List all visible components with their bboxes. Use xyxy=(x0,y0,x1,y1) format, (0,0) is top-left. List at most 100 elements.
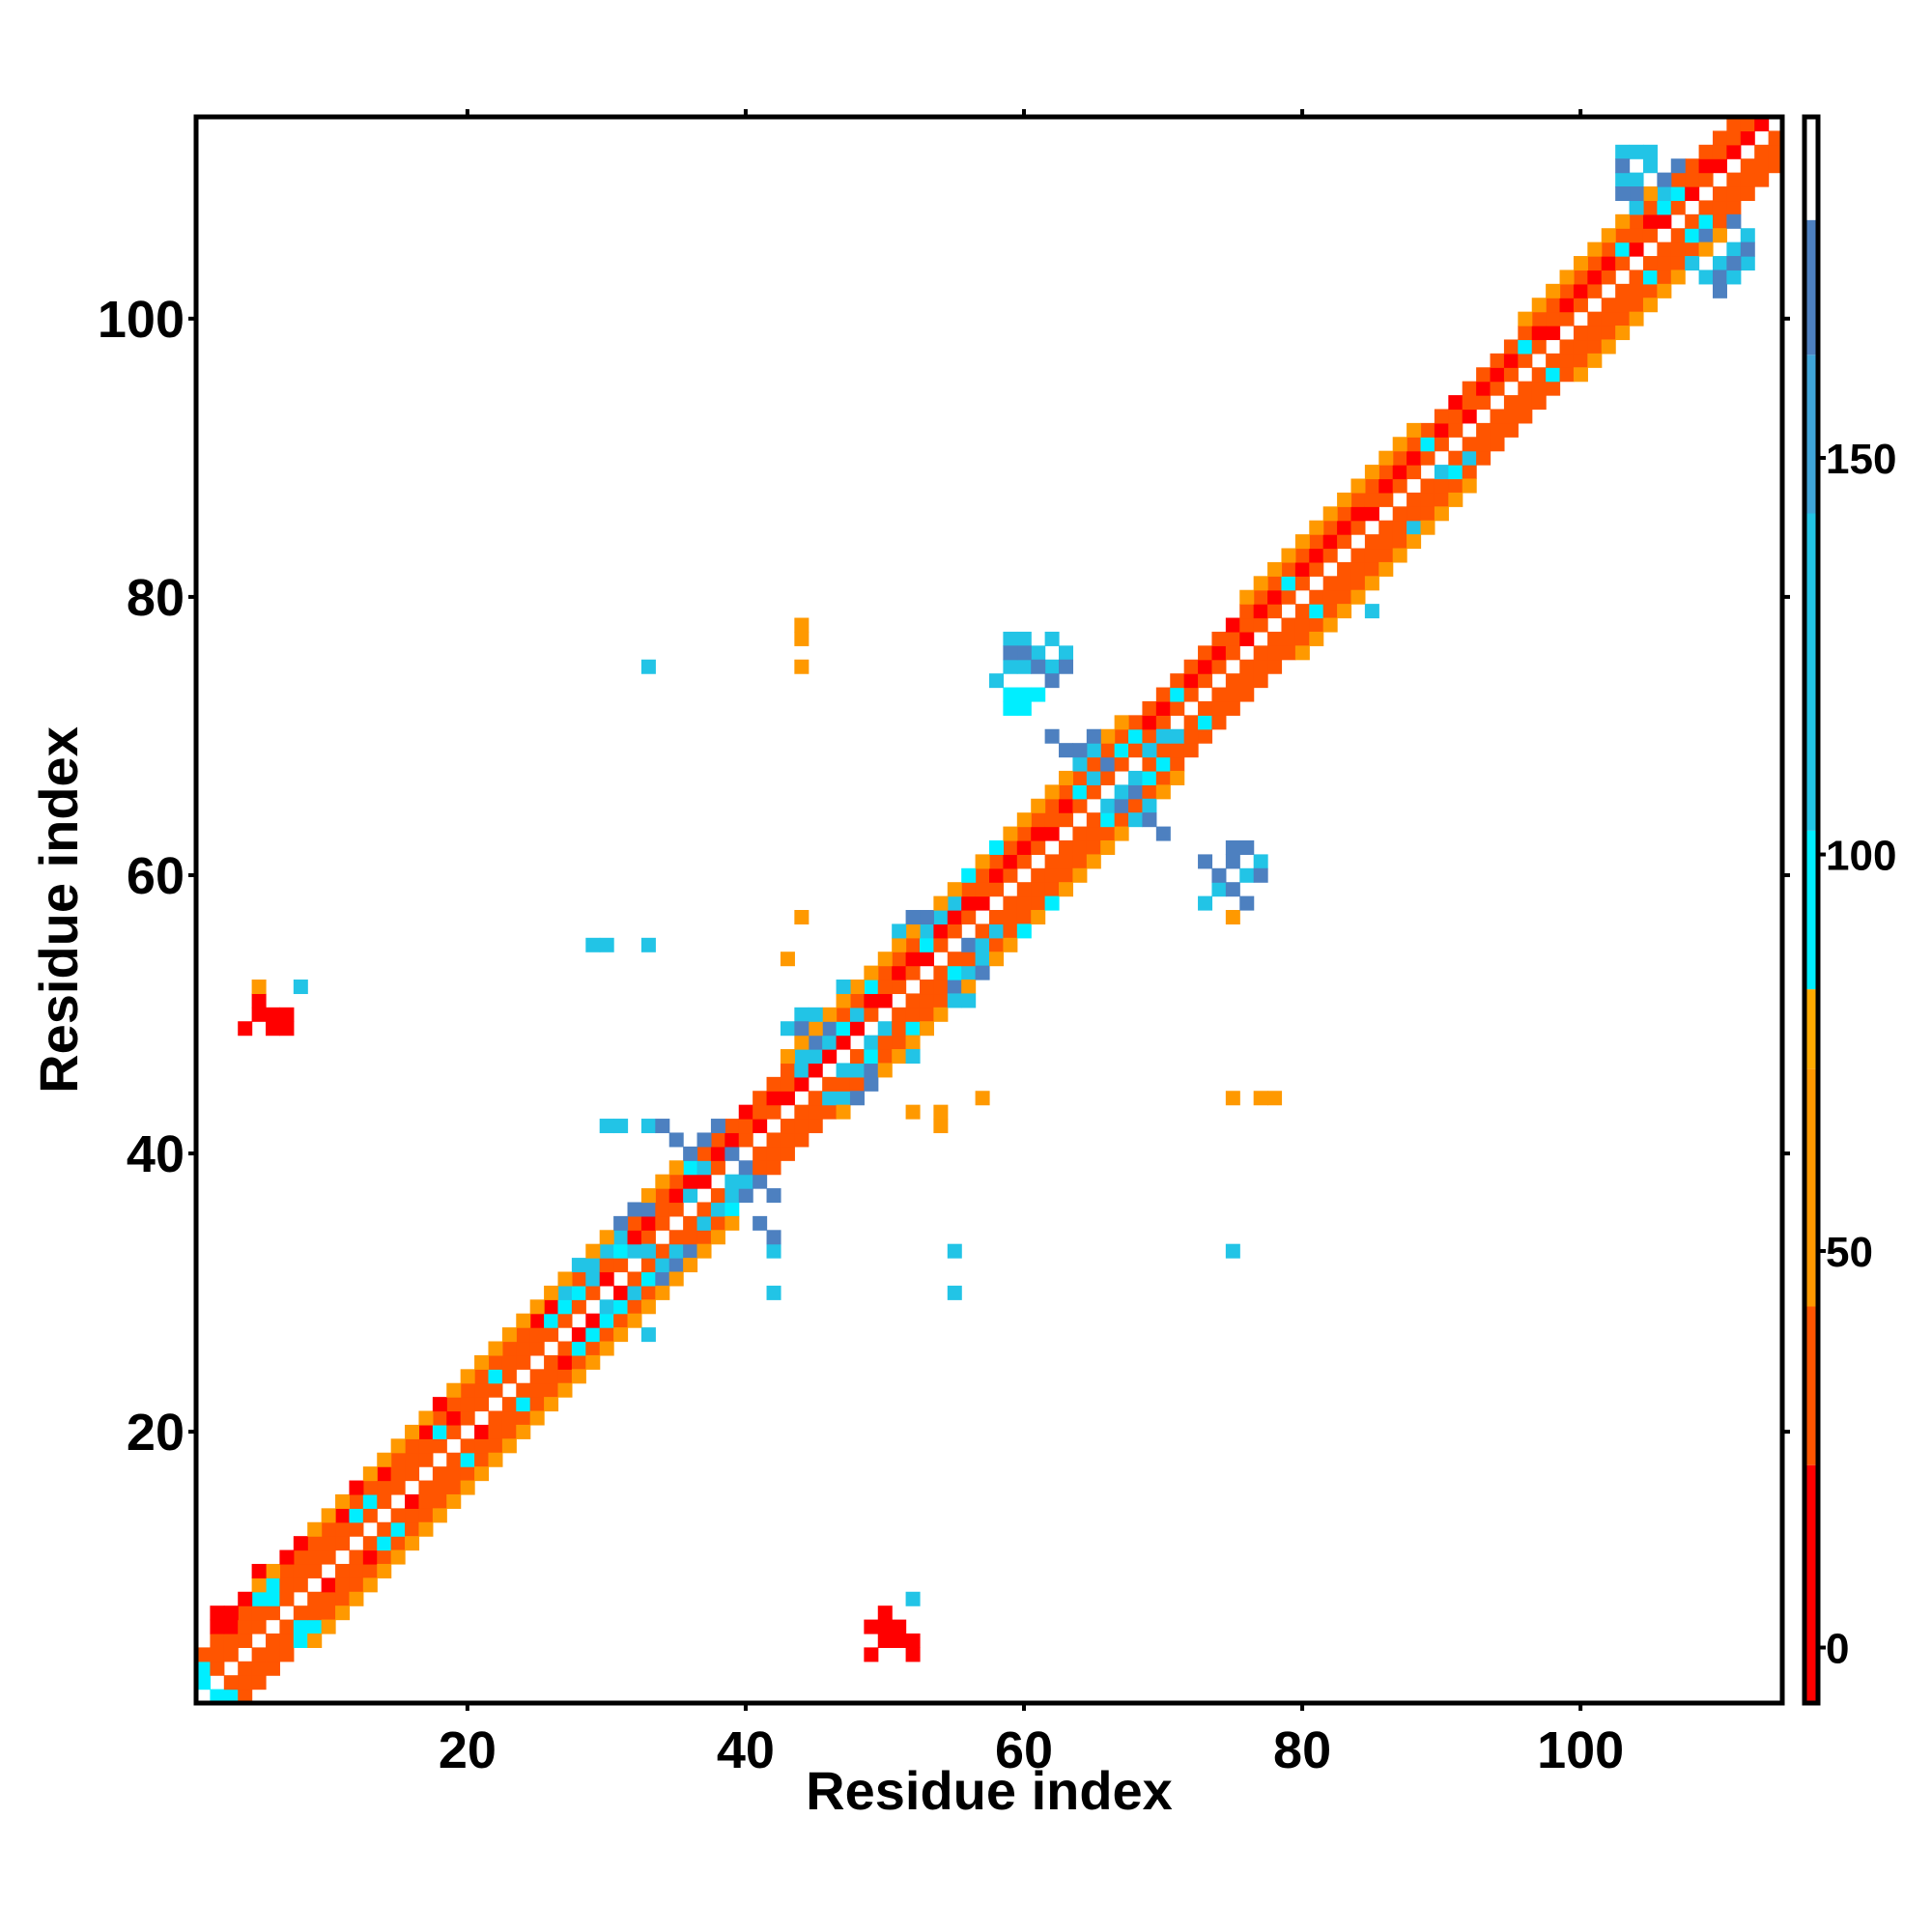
heatmap-cell xyxy=(1434,492,1449,507)
heatmap-cell xyxy=(1364,492,1379,507)
heatmap-cell xyxy=(279,1549,295,1565)
x-tick-label: 20 xyxy=(439,1721,497,1779)
heatmap-cell xyxy=(1420,492,1435,507)
heatmap-cell xyxy=(1740,242,1755,257)
heatmap-cell xyxy=(1267,631,1283,646)
heatmap-cell xyxy=(1016,687,1032,702)
heatmap-cell xyxy=(529,1369,545,1384)
heatmap-cell xyxy=(1086,770,1101,785)
heatmap-cell xyxy=(266,1591,281,1606)
heatmap-cell xyxy=(251,1675,267,1690)
colorbar-ticks: 0 50 100 150 xyxy=(1818,436,1896,1673)
colorbar-band xyxy=(1804,830,1818,990)
heatmap-cell xyxy=(571,1299,586,1315)
heatmap-cell xyxy=(822,1035,838,1050)
heatmap-cell xyxy=(1754,172,1770,187)
heatmap-cell xyxy=(488,1424,503,1439)
heatmap-cell xyxy=(1364,465,1379,480)
heatmap-cell xyxy=(1490,437,1505,452)
heatmap-cell xyxy=(390,1521,406,1537)
heatmap-cell xyxy=(1059,867,1074,883)
heatmap-cell xyxy=(1239,839,1255,855)
heatmap-cell xyxy=(1559,311,1575,327)
heatmap-cell xyxy=(1406,450,1422,466)
heatmap-cell xyxy=(961,867,977,883)
heatmap-cell xyxy=(599,937,614,952)
heatmap-cell xyxy=(251,1647,267,1662)
heatmap-cell xyxy=(933,993,949,1009)
heatmap-cell xyxy=(390,1438,406,1454)
heatmap-cell xyxy=(238,1591,253,1606)
heatmap-cell xyxy=(529,1299,545,1315)
heatmap-cell xyxy=(335,1605,351,1621)
heatmap-cell xyxy=(1198,673,1213,689)
heatmap-cell xyxy=(1434,437,1449,452)
heatmap-cell xyxy=(293,1633,308,1648)
heatmap-cell xyxy=(1016,826,1032,841)
heatmap-cell xyxy=(1225,839,1240,855)
heatmap-cell xyxy=(1573,326,1588,341)
heatmap-cell xyxy=(266,1661,281,1676)
heatmap-cell xyxy=(405,1521,420,1537)
heatmap-cell xyxy=(1462,437,1477,452)
heatmap-cell xyxy=(864,965,879,980)
heatmap-cell xyxy=(1016,659,1032,674)
heatmap-cell xyxy=(1211,700,1227,716)
heatmap-cell xyxy=(557,1313,573,1328)
heatmap-cell xyxy=(1086,784,1101,800)
heatmap-cell xyxy=(321,1619,336,1634)
heatmap-cell xyxy=(905,1633,921,1648)
heatmap-cell xyxy=(753,1104,768,1120)
heatmap-cell xyxy=(710,1202,725,1217)
heatmap-cell xyxy=(1281,548,1296,563)
heatmap-cell xyxy=(1350,576,1366,591)
heatmap-cell xyxy=(349,1577,364,1593)
heatmap-cell xyxy=(655,1188,670,1204)
heatmap-cell xyxy=(1685,213,1700,229)
heatmap-cell xyxy=(794,617,810,633)
heatmap-cell xyxy=(571,1369,586,1384)
heatmap-cell xyxy=(1364,548,1379,563)
heatmap-cell xyxy=(1642,213,1658,229)
heatmap-cell xyxy=(1114,756,1129,772)
heatmap-cell xyxy=(1629,228,1644,243)
heatmap-cell xyxy=(1031,839,1046,855)
heatmap-cell xyxy=(780,1091,795,1106)
heatmap-cell xyxy=(266,1563,281,1578)
heatmap-cell xyxy=(279,1563,295,1578)
heatmap-cell xyxy=(710,1132,725,1148)
heatmap-cell xyxy=(1740,172,1755,187)
heatmap-cell xyxy=(474,1438,490,1454)
heatmap-cell xyxy=(1294,534,1310,550)
heatmap-cell xyxy=(905,1035,921,1050)
heatmap-cell xyxy=(1003,687,1018,702)
heatmap-cell xyxy=(724,1202,740,1217)
heatmap-cell xyxy=(1003,867,1018,883)
heatmap-cell xyxy=(975,895,990,911)
colorbar-tick-label: 0 xyxy=(1826,1626,1849,1673)
heatmap-cell xyxy=(1031,910,1046,924)
heatmap-cell xyxy=(390,1452,406,1467)
heatmap-cell xyxy=(1406,492,1422,507)
heatmap-cell xyxy=(1629,283,1644,298)
heatmap-cell xyxy=(1198,659,1213,674)
heatmap-cell xyxy=(822,1007,838,1022)
heatmap-cell xyxy=(446,1466,462,1482)
heatmap-cell xyxy=(613,1258,629,1273)
heatmap-cell xyxy=(557,1285,573,1300)
heatmap-cell xyxy=(1434,409,1449,424)
heatmap-cell xyxy=(446,1410,462,1426)
heatmap-cell xyxy=(1142,756,1157,772)
heatmap-cell xyxy=(933,1119,949,1134)
heatmap-cell xyxy=(1490,422,1505,438)
heatmap-cell xyxy=(961,882,977,897)
heatmap-cell xyxy=(1253,867,1268,883)
heatmap-cell xyxy=(1142,715,1157,730)
heatmap-cell xyxy=(501,1410,517,1426)
heatmap-cell xyxy=(1003,645,1018,661)
heatmap-cell xyxy=(223,1675,239,1690)
heatmap-cell xyxy=(640,1271,656,1287)
heatmap-cell xyxy=(1003,700,1018,716)
heatmap-cell xyxy=(849,993,865,1009)
heatmap-cell xyxy=(1490,381,1505,396)
